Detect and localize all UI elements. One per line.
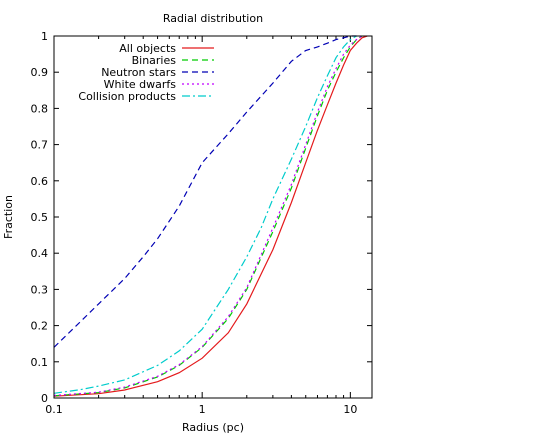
- series-line-neutron-stars: [53, 35, 357, 348]
- y-tick-label: 0: [41, 392, 48, 405]
- x-tick-label: 0.1: [45, 403, 63, 416]
- plot-frame: [53, 35, 373, 399]
- y-tick-label: 0.8: [31, 102, 49, 115]
- x-axis-label: Radius (pc): [182, 421, 244, 434]
- y-tick-label: 1: [41, 30, 48, 43]
- y-tick-label: 0.6: [31, 175, 49, 188]
- legend-label: White dwarfs: [104, 78, 177, 91]
- y-tick-label: 0.9: [31, 66, 49, 79]
- legend-label: Collision products: [78, 90, 176, 103]
- series-line-all-objects: [53, 35, 368, 397]
- series-line-white-dwarfs: [53, 35, 363, 397]
- legend-label: Binaries: [132, 54, 177, 67]
- y-tick-label: 0.5: [31, 211, 49, 224]
- y-tick-label: 0.2: [31, 320, 49, 333]
- y-tick-label: 0.7: [31, 139, 49, 152]
- x-tick-label: 1: [199, 403, 206, 416]
- legend-label: Neutron stars: [101, 66, 176, 79]
- legend-label: All objects: [119, 42, 176, 55]
- y-tick-label: 0.4: [31, 247, 49, 260]
- y-tick-label: 0.3: [31, 283, 49, 296]
- y-axis-label: Fraction: [2, 195, 15, 239]
- series-line-collision-products: [53, 35, 357, 394]
- y-tick-label: 0.1: [31, 356, 49, 369]
- x-tick-label: 10: [343, 403, 357, 416]
- chart-title: Radial distribution: [163, 12, 263, 25]
- series-line-binaries: [53, 35, 363, 397]
